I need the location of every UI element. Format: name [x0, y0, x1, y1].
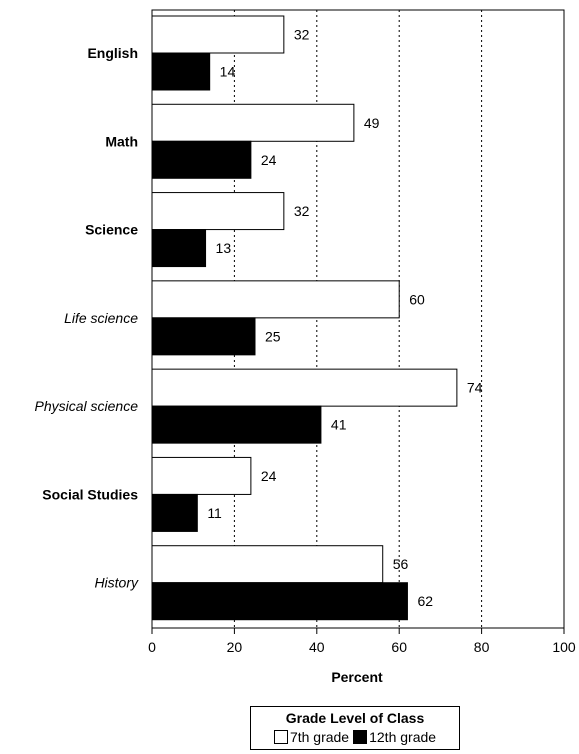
- bar-life-science-7th-grade: [151, 280, 400, 319]
- x-tick-label-80: 80: [474, 639, 490, 655]
- plot-frame: [151, 9, 565, 629]
- bar-english-7th-grade: [151, 15, 285, 54]
- bar-science-12th-grade: [151, 229, 207, 268]
- bar-physical-science-7th-grade: [151, 368, 458, 407]
- bar-english-12th-grade: [151, 52, 211, 91]
- category-label-science: Science: [85, 222, 138, 238]
- data-label-history-12th-grade: 62: [417, 593, 433, 609]
- data-label-physical-science-12th-grade: 41: [331, 417, 347, 433]
- bar-history-12th-grade: [151, 582, 408, 621]
- data-label-history-7th-grade: 56: [393, 556, 409, 572]
- legend-label-7th-grade: 7th grade: [289, 729, 350, 745]
- bar-social-studies-7th-grade: [151, 456, 252, 495]
- data-label-physical-science-7th-grade: 74: [467, 380, 483, 396]
- data-label-science-12th-grade: 13: [216, 240, 232, 256]
- x-tick-label-20: 20: [227, 639, 243, 655]
- data-label-life-science-7th-grade: 60: [409, 291, 425, 307]
- bar-social-studies-12th-grade: [151, 493, 198, 532]
- legend-item-7th-grade: 7th grade: [273, 729, 350, 745]
- data-label-math-12th-grade: 24: [261, 152, 277, 168]
- legend: Grade Level of Class 7th grade 12th grad…: [250, 706, 460, 750]
- gridlines: [233, 10, 483, 628]
- data-label-english-7th-grade: 32: [294, 27, 310, 43]
- x-tick-label-40: 40: [309, 639, 325, 655]
- category-label-social-studies: Social Studies: [42, 486, 138, 502]
- x-tick-label-60: 60: [391, 639, 407, 655]
- data-label-life-science-12th-grade: 25: [265, 328, 281, 344]
- category-label-english: English: [87, 45, 138, 61]
- legend-swatch-7th-grade: [273, 730, 288, 744]
- legend-swatch-12th-grade: [353, 730, 368, 744]
- category-label-math: Math: [105, 133, 138, 149]
- x-axis-label: Percent: [331, 669, 383, 685]
- legend-item-12th-grade: 12th grade: [353, 729, 436, 745]
- legend-items: 7th grade 12th grade: [251, 727, 459, 747]
- data-label-math-7th-grade: 49: [364, 115, 380, 131]
- data-label-social-studies-7th-grade: 24: [261, 468, 277, 484]
- bar-math-7th-grade: [151, 103, 355, 142]
- legend-title: Grade Level of Class: [285, 710, 425, 726]
- x-axis: 0 20 40 60 80 100: [148, 9, 576, 655]
- bar-science-7th-grade: [151, 192, 285, 231]
- bar-chart: 32 14 49 24 32 13 60 25 74 41 24 11 56 62 English Math…: [35, 9, 576, 685]
- x-tick-label-0: 0: [148, 639, 156, 655]
- category-label-life-science: Life science: [64, 310, 138, 326]
- data-label-social-studies-12th-grade: 11: [207, 505, 222, 521]
- bar-physical-science-12th-grade: [151, 405, 322, 444]
- category-label-physical-science: Physical science: [35, 398, 139, 414]
- bar-life-science-12th-grade: [151, 317, 256, 356]
- x-tick-label-100: 100: [552, 639, 576, 655]
- bar-math-12th-grade: [151, 140, 252, 179]
- category-labels: English Math Science Life science Physical s…: [35, 45, 139, 591]
- data-label-science-7th-grade: 32: [294, 203, 310, 219]
- data-label-english-12th-grade: 14: [220, 64, 236, 80]
- legend-label-12th-grade: 12th grade: [369, 729, 437, 745]
- category-label-history: History: [94, 575, 139, 591]
- bars: [151, 15, 458, 621]
- bar-history-7th-grade: [151, 545, 384, 584]
- data-labels: 32 14 49 24 32 13 60 25 74 41 24 11 56 62: [207, 27, 482, 610]
